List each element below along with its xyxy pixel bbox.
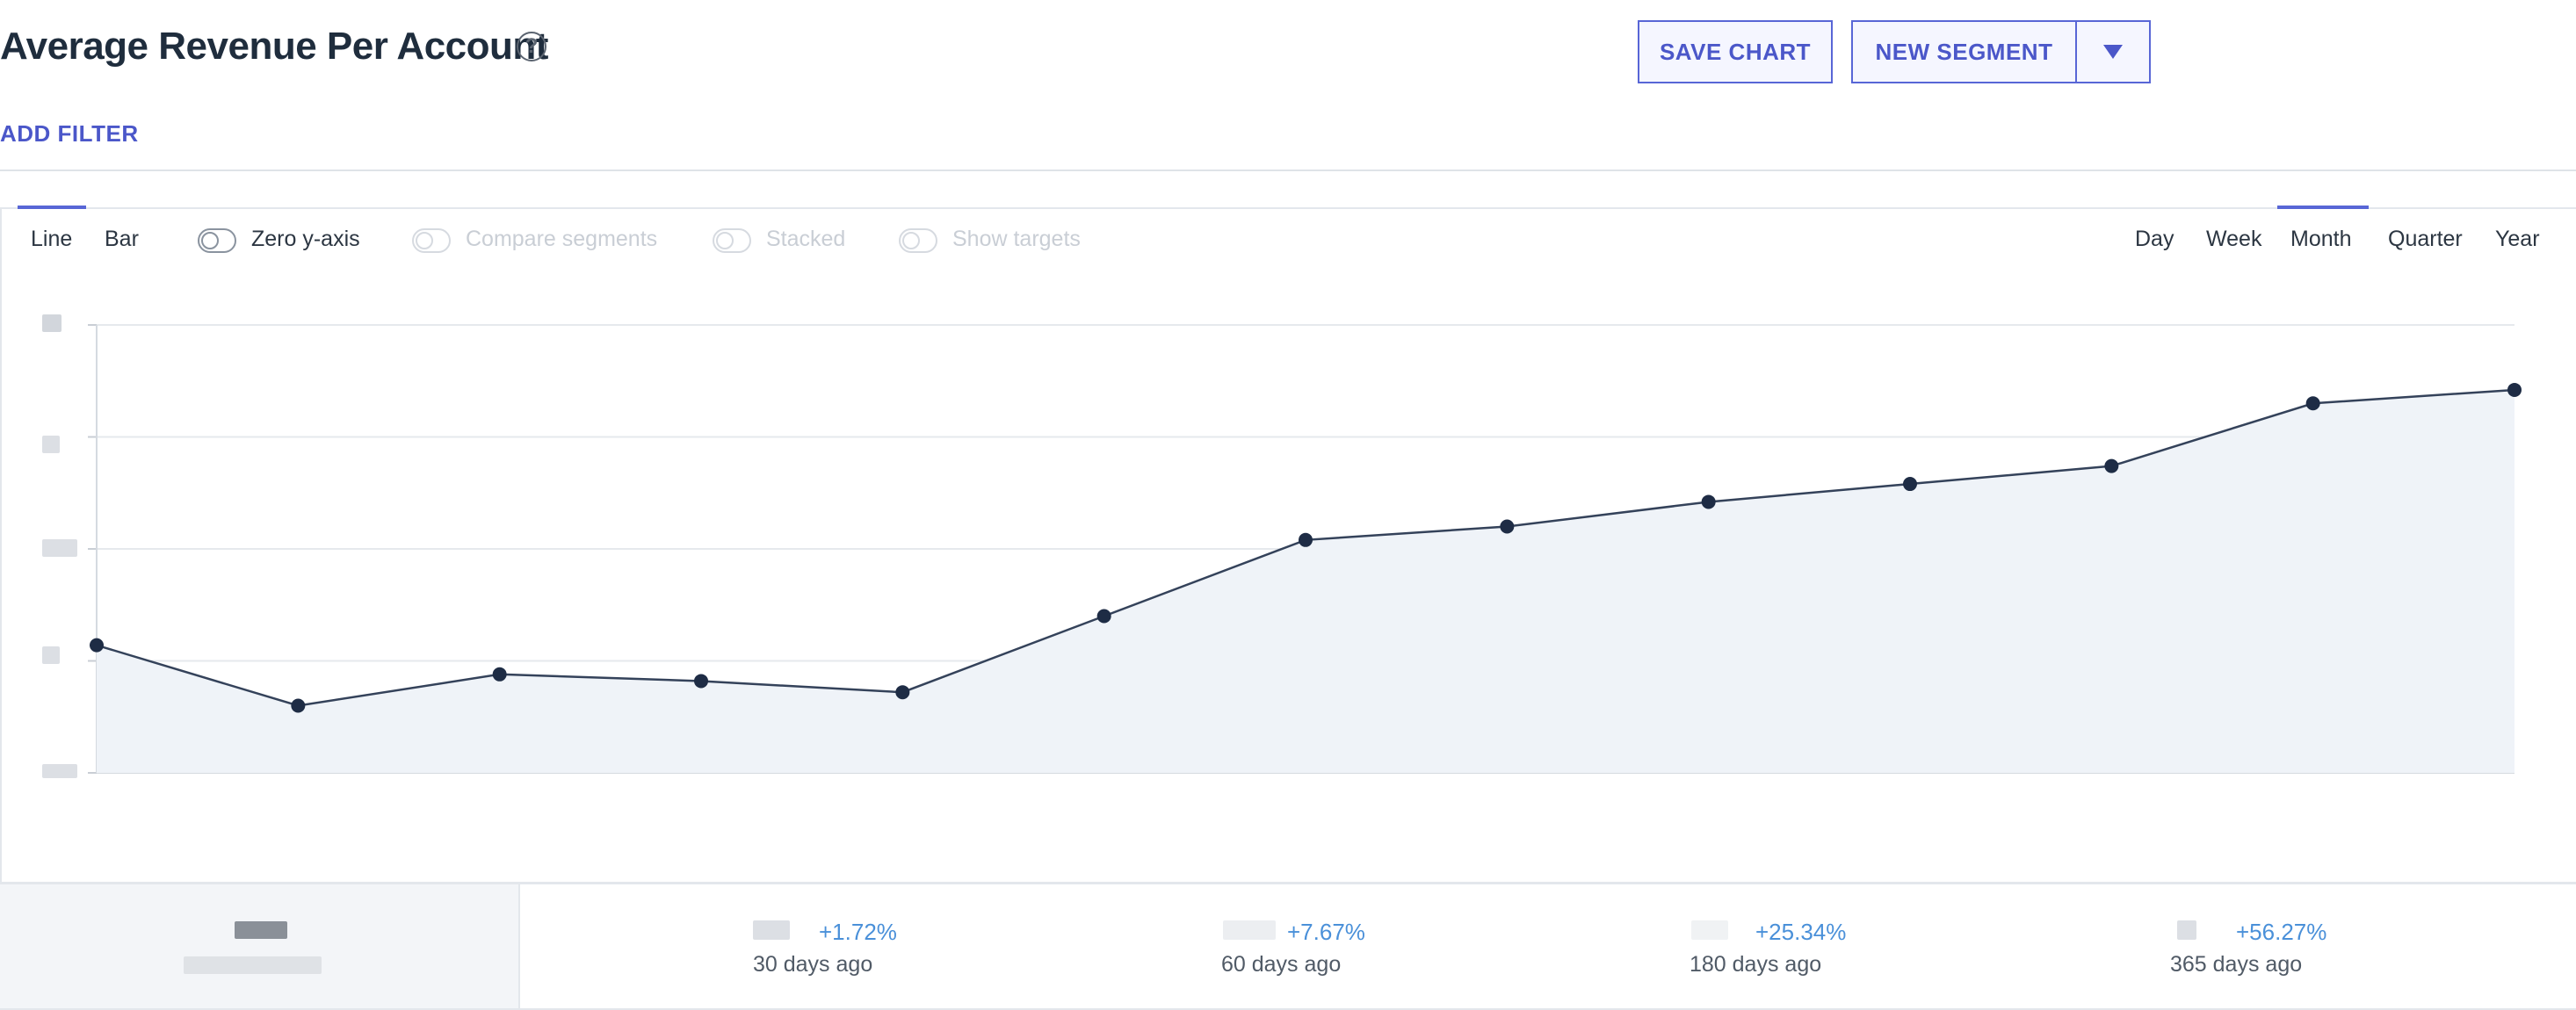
caret-down-icon xyxy=(2103,45,2123,60)
data-point xyxy=(291,698,306,713)
new-segment-dropdown-button[interactable] xyxy=(2075,20,2151,83)
zero-y-axis-label: Zero y-axis xyxy=(251,227,360,251)
label-180-days: 180 days ago xyxy=(1690,952,1822,977)
y-tick-label-redacted xyxy=(42,646,60,664)
data-point xyxy=(694,674,708,689)
comparison-value-redacted xyxy=(753,920,790,940)
header-divider xyxy=(0,170,2576,171)
current-period-redacted xyxy=(184,956,322,974)
change-30-days: +1.72% xyxy=(819,919,897,945)
change-60-days: +7.67% xyxy=(1287,919,1365,945)
data-point xyxy=(1500,519,1515,534)
stacked-toggle[interactable] xyxy=(713,228,751,253)
period-quarter[interactable]: Quarter xyxy=(2388,227,2463,251)
label-60-days: 60 days ago xyxy=(1221,952,1342,977)
period-active-indicator xyxy=(2277,206,2369,209)
add-filter-link[interactable]: ADD FILTER xyxy=(0,120,139,147)
y-tick-label-redacted xyxy=(42,314,62,332)
y-tick-label-redacted xyxy=(42,436,60,453)
period-week[interactable]: Week xyxy=(2206,227,2262,251)
comparison-value-redacted xyxy=(1223,920,1276,940)
change-365-days: +56.27% xyxy=(2236,919,2327,945)
compare-segments-label: Compare segments xyxy=(466,227,658,251)
new-segment-button[interactable]: NEW SEGMENT xyxy=(1851,20,2077,83)
label-30-days: 30 days ago xyxy=(753,952,873,977)
show-targets-label: Show targets xyxy=(952,227,1081,251)
data-point xyxy=(1701,494,1716,509)
tab-line[interactable]: Line xyxy=(31,227,73,251)
data-point xyxy=(895,685,910,700)
save-chart-button[interactable]: SAVE CHART xyxy=(1638,20,1833,83)
current-value-redacted xyxy=(235,921,287,939)
change-180-days: +25.34% xyxy=(1755,919,1847,945)
data-point xyxy=(1299,532,1313,547)
y-tick-label-redacted xyxy=(42,539,77,557)
stats-row xyxy=(0,883,2576,1010)
chart-type-active-indicator xyxy=(18,206,86,209)
data-point xyxy=(1096,609,1111,624)
period-month[interactable]: Month xyxy=(2290,227,2352,251)
period-year[interactable]: Year xyxy=(2495,227,2540,251)
data-point xyxy=(2104,458,2119,473)
current-value-panel xyxy=(0,884,520,1008)
question-circle-icon[interactable]: ? xyxy=(517,32,546,61)
data-point xyxy=(90,638,104,653)
compare-segments-toggle[interactable] xyxy=(412,228,451,253)
label-365-days: 365 days ago xyxy=(2170,952,2303,977)
tab-bar[interactable]: Bar xyxy=(105,227,139,251)
zero-y-axis-toggle[interactable] xyxy=(198,228,236,253)
y-tick-label-redacted xyxy=(42,764,77,778)
data-point xyxy=(2305,396,2320,411)
show-targets-toggle[interactable] xyxy=(899,228,937,253)
stacked-label: Stacked xyxy=(766,227,846,251)
data-point xyxy=(1903,477,1917,492)
comparison-value-redacted xyxy=(2177,920,2196,940)
period-day[interactable]: Day xyxy=(2135,227,2174,251)
series-area xyxy=(97,389,2514,773)
page-title: Average Revenue Per Account xyxy=(0,25,548,68)
data-point xyxy=(492,667,507,682)
data-point xyxy=(2507,382,2522,397)
comparison-value-redacted xyxy=(1691,920,1728,940)
